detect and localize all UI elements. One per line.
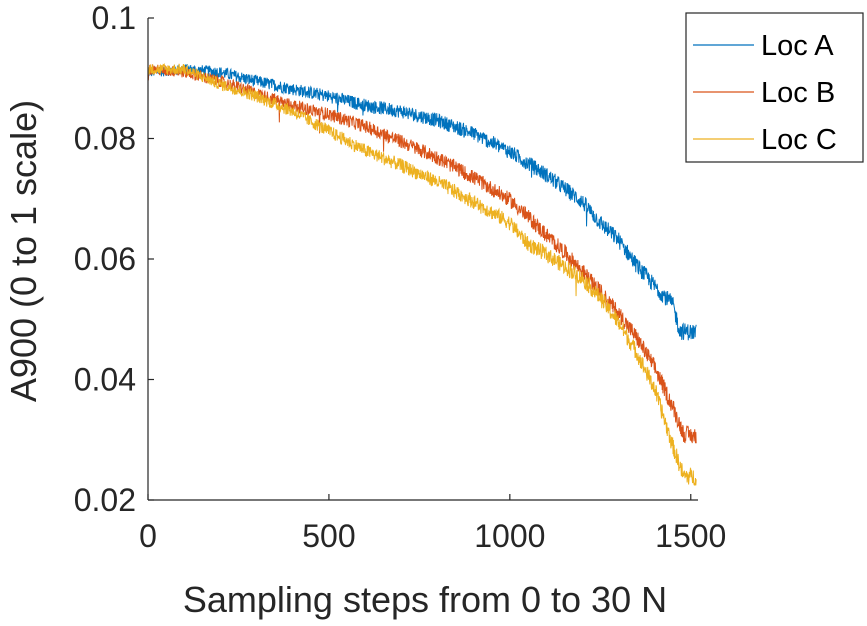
legend-label: Loc A	[761, 30, 834, 62]
x-tick-label: 0	[139, 518, 157, 554]
x-axis-label: Sampling steps from 0 to 30 N	[183, 579, 667, 620]
axes: 0 500 1000 1500 0.02 0.04 0.06 0.08 0.1 Sampling …	[3, 0, 726, 620]
y-tick-label: 0.06	[74, 241, 136, 277]
y-tick-label: 0.1	[92, 0, 136, 36]
series-line-loc-c	[148, 62, 697, 486]
x-tick-label: 500	[302, 518, 355, 554]
y-tick-label: 0.04	[74, 362, 136, 398]
legend-label: Loc B	[761, 77, 835, 109]
series-line-loc-a	[148, 64, 697, 341]
legend: Loc A Loc B Loc C	[685, 12, 864, 163]
legend-label: Loc C	[761, 124, 837, 156]
legend-box	[685, 12, 864, 163]
series-line-loc-b	[148, 63, 697, 444]
y-axis-label: A900 (0 to 1 scale)	[3, 100, 44, 402]
series-layer	[148, 62, 697, 486]
x-tick-label: 1000	[474, 518, 545, 554]
y-tick-label: 0.02	[74, 482, 136, 518]
y-tick-label: 0.08	[74, 121, 136, 157]
x-tick-label: 1500	[655, 518, 726, 554]
